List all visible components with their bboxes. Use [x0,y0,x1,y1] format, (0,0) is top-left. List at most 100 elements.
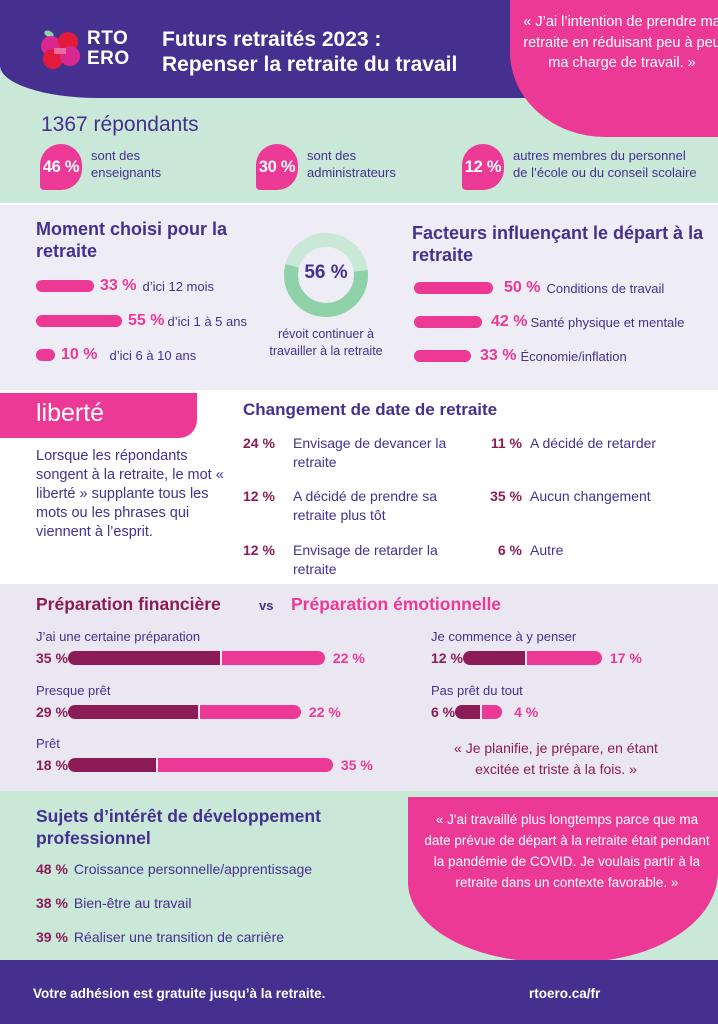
timing-row: 10 % d’ici 6 à 10 ans [36,346,196,364]
timing-bar [36,280,94,292]
financial-bar [67,651,220,665]
stat-other-staff: 12 % autres membres du personnel de l’éc… [462,144,703,190]
development-value: 39 % [36,929,68,945]
stat-teachers: 46 % sont des enseignants [40,144,201,190]
timing-title: Moment choisi pour la retraite [36,219,228,261]
development-value: 48 % [36,861,68,877]
financial-value: 12 % [431,650,463,666]
change-value: 6 % [497,542,522,558]
development-value: 38 % [36,895,68,911]
factor-value: 33 % [480,347,517,364]
emotional-value: 22 % [332,650,365,666]
factor-value: 42 % [491,313,528,330]
prep-row: 12 % 17 % [431,650,642,666]
change-item: 11 % A décidé de retarder [478,434,718,453]
financial-value: 35 % [36,650,68,666]
stat-administrators: 30 % sont des administrateurs [256,144,417,190]
prep-row: 18 % 35 % [36,757,373,773]
logo-line-2: ERO [87,48,130,69]
change-value: 24 % [243,435,275,451]
development-item: 39 % Réaliser une transition de carrière [36,929,284,945]
timing-value: 10 % [61,346,98,363]
prep-label: J’ai une certaine préparation [36,629,201,644]
change-item: 35 % Aucun changement [478,487,718,506]
stat-badge: 30 % [256,144,298,190]
stat-badge: 46 % [40,144,82,190]
change-label: Autre [530,542,564,558]
top-quote-text: « J’ai l’intention de prendre ma retrait… [523,14,718,71]
financial-value: 29 % [36,704,68,720]
change-label: A décidé de prendre sa retraite plus tôt [293,488,437,523]
factors-title: Facteurs influençant le départ à la retr… [412,223,704,265]
factor-bar [414,350,471,362]
stat-label: sont des enseignants [91,148,162,180]
change-label: Aucun changement [530,488,651,504]
donut-value: 56 % [304,262,348,283]
development-label: Bien-être au travail [73,895,192,911]
top-quote-bubble: « J’ai l’intention de prendre ma retrait… [510,0,718,137]
factor-label: Économie/inflation [520,348,627,364]
financial-prep-title: Préparation financière [36,594,221,614]
prep-row: 35 % 22 % [36,650,365,666]
stat-label: autres membres du personnel de l’école o… [513,148,697,180]
financial-bar [455,705,481,719]
change-title: Changement de date de retraite [243,400,498,419]
stat-badge: 12 % [462,144,504,190]
timing-bar [36,349,55,361]
development-item: 38 % Bien-être au travail [36,895,191,911]
change-value: 35 % [490,488,522,504]
rto-ero-logo-icon [41,30,80,69]
logo-line-1: RTO [87,28,129,49]
prep-label: Je commence à y penser [431,629,577,644]
change-label: A décidé de retarder [530,435,657,451]
footer-membership-text: Votre adhésion est gratuite jusqu’à la r… [33,986,326,1001]
change-item: 6 % Autre [478,541,718,560]
prep-label: Presque prêt [36,683,111,698]
footer-website-link[interactable]: rtoero.ca/fr [529,986,601,1001]
emotional-bar [199,705,301,719]
change-value: 12 % [243,542,275,558]
timing-row: 33 % d’ici 12 mois [36,277,214,295]
emotional-value: 17 % [609,650,642,666]
donut-chart [284,233,368,317]
prep-row: 6 % 4 % [431,704,538,720]
liberte-banner: liberté [0,393,197,438]
title-line-2: Repenser la retraite du travail [162,53,458,76]
financial-bar [67,758,156,772]
change-item: 24 % Envisage de devancer la retraite [243,434,483,472]
timing-label: d’ici 12 mois [142,278,214,294]
donut-caption: révoit continuer à travailler à la retra… [269,327,383,358]
change-item: 12 % Envisage de retarder la retraite [243,541,458,579]
page-title: Futurs retraités 2023 : Repenser la retr… [162,27,457,77]
financial-value: 6 % [431,704,456,720]
timing-row: 55 % d’ici 1 à 5 ans [36,312,247,330]
respondents-title: 1367 répondants [41,113,199,136]
development-label: Croissance personnelle/apprentissage [73,861,313,877]
change-value: 12 % [243,488,275,504]
emotional-bar [482,705,503,719]
financial-value: 18 % [36,757,68,773]
bottom-quote-text: « J'ai travaillé plus longtemps parce qu… [424,812,710,890]
logo-text: RTO ERO [87,29,130,69]
factor-row: 50 % Conditions de travail [414,279,664,297]
timing-value: 55 % [128,312,165,329]
title-line-1: Futurs retraités 2023 : [162,28,382,51]
prep-label: Pas prêt du tout [431,683,523,698]
change-item: 12 % A décidé de prendre sa retraite plu… [243,487,458,525]
timing-label: d’ici 6 à 10 ans [109,347,197,363]
development-title: Sujets d’intérêt de développement profes… [36,806,321,848]
factor-bar [414,316,482,328]
change-label: Envisage de devancer la retraite [293,435,447,470]
emotional-bar [157,758,333,772]
vs-label: vs [259,598,274,613]
timing-value: 33 % [100,277,137,294]
emotional-prep-title: Préparation émotionnelle [291,594,502,614]
change-value: 11 % [490,435,522,451]
bottom-quote-bubble: « J'ai travaillé plus longtemps parce qu… [408,797,718,962]
emotional-bar [526,651,602,665]
prep-label: Prêt [36,736,60,751]
preparation-quote: « Je planifie, je prépare, en étant exci… [454,740,658,777]
emotional-value: 4 % [514,704,539,720]
footer: Votre adhésion est gratuite jusqu’à la r… [0,960,718,1024]
financial-bar [67,705,198,719]
